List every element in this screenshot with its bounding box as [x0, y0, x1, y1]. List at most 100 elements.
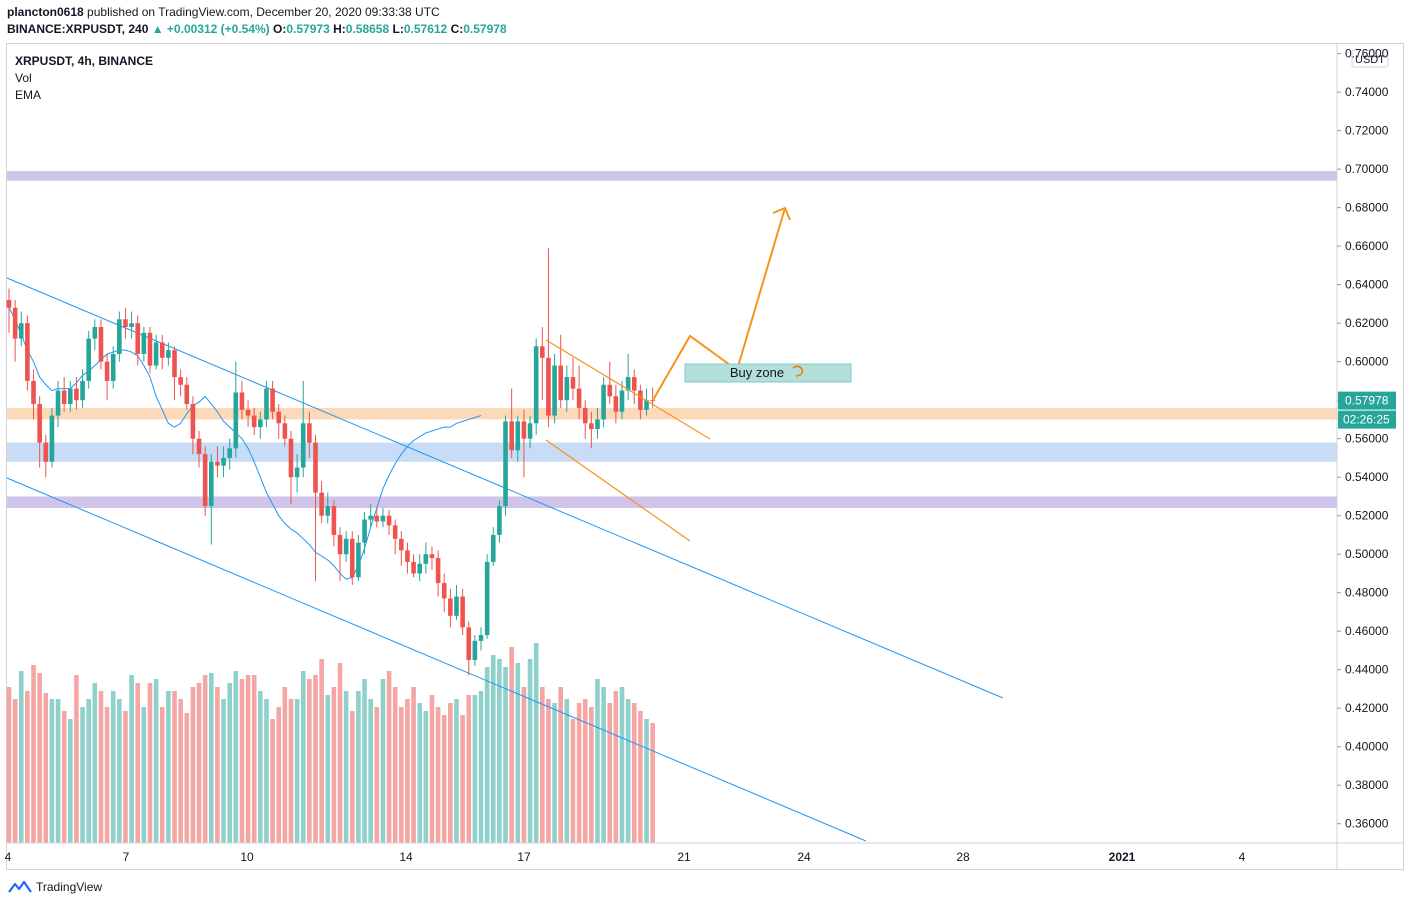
flag-upper-line[interactable] — [545, 339, 711, 440]
candle-body — [251, 415, 257, 428]
candle-body — [337, 534, 343, 555]
flag-lower-line[interactable] — [545, 439, 691, 542]
candle-body — [343, 538, 349, 555]
candle-body — [349, 538, 355, 578]
volume-bar — [282, 687, 288, 843]
volume-bar — [484, 667, 490, 843]
volume-bar — [68, 719, 73, 843]
candle-body — [227, 448, 232, 458]
volume-bar — [405, 699, 410, 843]
volume-bar — [540, 687, 545, 843]
close-value: 0.57978 — [463, 22, 507, 36]
candle-body — [270, 388, 275, 412]
volume-bar — [110, 691, 116, 843]
volume-bar — [441, 715, 447, 843]
candle-body — [74, 388, 79, 401]
candle-body — [441, 583, 447, 599]
tradingview-logo-icon — [8, 880, 32, 893]
volume-bar — [104, 707, 110, 843]
zone-support-0.525[interactable] — [7, 496, 1337, 508]
candle-body — [196, 438, 202, 455]
volume-bar — [55, 699, 61, 843]
x-tick-label: 4 — [5, 850, 12, 864]
author-name[interactable]: plancton0618 — [7, 5, 84, 19]
currency-box[interactable] — [1351, 49, 1389, 68]
volume-bar — [233, 671, 239, 843]
candle-body — [595, 419, 600, 430]
zone-resistance-0.70[interactable] — [7, 171, 1337, 181]
candle-body — [153, 342, 159, 366]
candle-body — [589, 423, 594, 430]
y-tick-label: 0.70000 — [1345, 162, 1389, 176]
countdown-label: 02:26:25 — [1343, 413, 1390, 427]
candle-body — [540, 346, 545, 358]
low-value: 0.57612 — [403, 22, 448, 36]
candle-body — [178, 377, 183, 385]
publish-date: published on TradingView.com, December 2… — [87, 5, 440, 19]
candle-body — [429, 554, 435, 559]
volume-bar — [307, 679, 312, 843]
buy-zone-box[interactable] — [684, 363, 852, 383]
candle-body — [313, 442, 318, 493]
candle-body — [368, 515, 373, 520]
zone-support-blue[interactable] — [7, 442, 1337, 462]
candle-body — [18, 323, 24, 339]
projection-path[interactable] — [652, 207, 786, 401]
volume-bar — [245, 675, 251, 843]
volume-bar — [478, 691, 484, 843]
volume-bar — [325, 695, 331, 843]
volume-bar — [294, 699, 300, 843]
legend-ema[interactable]: EMA — [15, 88, 42, 102]
candle-body — [98, 327, 104, 362]
candle-body — [319, 492, 324, 516]
volume-bar — [129, 675, 134, 843]
volume-bar — [141, 707, 147, 843]
candle-body — [362, 519, 367, 543]
candle-body — [417, 563, 423, 574]
open-value: 0.57973 — [286, 22, 330, 36]
candle-body — [86, 338, 91, 381]
volume-bar — [368, 699, 373, 843]
trend-line[interactable] — [6, 477, 867, 842]
volume-bar — [349, 711, 355, 843]
volume-bar — [61, 711, 67, 843]
candle-body — [405, 550, 410, 562]
price-change: ▲ +0.00312 (+0.54%) — [151, 22, 270, 36]
candle-body — [392, 525, 398, 539]
y-tick-label: 0.46000 — [1345, 624, 1389, 638]
volume-bar — [178, 699, 183, 843]
volume-bar — [448, 703, 453, 843]
candle-body — [110, 353, 116, 381]
candle-body — [264, 388, 269, 420]
candle-body — [472, 640, 478, 661]
candle-body — [12, 307, 18, 339]
footer-brand[interactable]: TradingView — [8, 880, 102, 894]
y-tick-label: 0.54000 — [1345, 470, 1389, 484]
candle-body — [221, 457, 226, 466]
volume-bar — [343, 691, 349, 843]
zone-support-orange[interactable] — [7, 407, 1337, 420]
legend-symbol[interactable]: XRPUSDT, 4h, BINANCE — [15, 54, 154, 68]
volume-bar — [576, 703, 582, 843]
y-tick-label: 0.64000 — [1345, 278, 1389, 292]
volume-bar — [533, 643, 539, 843]
volume-bar — [117, 699, 122, 843]
candle-body — [356, 542, 361, 578]
volume-bar — [625, 699, 631, 843]
countdown-box — [1338, 410, 1396, 429]
volume-bar — [564, 699, 570, 843]
volume-bar — [49, 699, 55, 843]
swirl-icon — [792, 365, 804, 377]
candle-body — [135, 323, 141, 354]
y-tick-label: 0.52000 — [1345, 509, 1389, 523]
volume-bar — [135, 683, 141, 843]
candle-body — [123, 319, 128, 328]
candle-body — [49, 415, 55, 462]
candle-body — [141, 332, 147, 354]
candle-body — [31, 380, 36, 405]
volume-bar — [362, 679, 367, 843]
legend-volume[interactable]: Vol — [15, 71, 32, 85]
candle-body — [331, 506, 337, 535]
volume-bar — [386, 671, 392, 843]
